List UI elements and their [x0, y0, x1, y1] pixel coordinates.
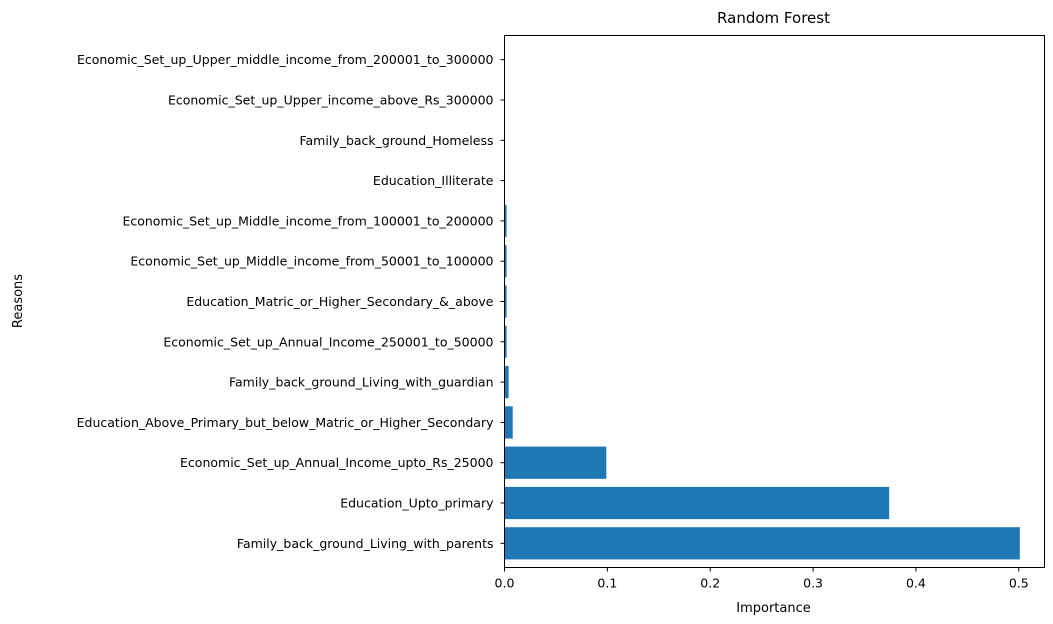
- x-tick-label: 0.0: [495, 576, 515, 591]
- y-tick-label: Education_Matric_or_Higher_Secondary_&_a…: [186, 294, 493, 309]
- y-ticks-group: Family_back_ground_Living_with_parents Ed…: [77, 52, 505, 551]
- bar: [504, 527, 1020, 560]
- y-tick-label: Family_back_ground_Living_with_guardian: [229, 375, 494, 390]
- bar: [504, 486, 890, 520]
- y-tick-label: Education_Illiterate: [373, 173, 494, 188]
- bar: [504, 204, 507, 238]
- y-tick-label: Family_back_ground_Living_with_parents: [237, 536, 494, 551]
- bar: [504, 325, 507, 358]
- y-tick-label: Education_Above_Primary_but_below_Matric…: [77, 415, 494, 430]
- bar: [504, 406, 513, 439]
- x-tick-label: 0.5: [1009, 576, 1029, 591]
- y-tick-label: Family_back_ground_Homeless: [299, 133, 493, 148]
- x-tick-label: 0.1: [597, 576, 617, 591]
- y-tick-label: Economic_Set_up_Middle_income_from_10000…: [122, 213, 493, 228]
- y-axis-label: Reasons: [11, 274, 26, 328]
- x-tick-label: 0.2: [700, 576, 720, 591]
- bar: [504, 285, 507, 318]
- x-axis-label: Importance: [736, 601, 811, 616]
- y-tick-label: Economic_Set_up_Upper_middle_income_from…: [77, 52, 494, 67]
- bar: [504, 446, 607, 479]
- y-tick-label: Economic_Set_up_Upper_income_above_Rs_30…: [168, 92, 494, 107]
- bars-group: [504, 204, 1020, 560]
- y-tick-label: Economic_Set_up_Middle_income_from_50001…: [130, 254, 493, 269]
- plot-frame: [504, 35, 1045, 568]
- y-tick-label: Economic_Set_up_Annual_Income_250001_to_…: [163, 334, 493, 349]
- y-tick-label: Education_Upto_primary: [340, 496, 494, 511]
- bar: [504, 245, 507, 278]
- bar: [504, 365, 509, 399]
- x-ticks-group: 0.0 0.1 0.2 0.3 0.4 0.5: [495, 567, 1029, 591]
- y-tick-label: Economic_Set_up_Annual_Income_upto_Rs_25…: [180, 455, 494, 470]
- chart-title: Random Forest: [717, 9, 830, 27]
- x-tick-label: 0.4: [906, 576, 926, 591]
- x-tick-label: 0.3: [803, 576, 823, 591]
